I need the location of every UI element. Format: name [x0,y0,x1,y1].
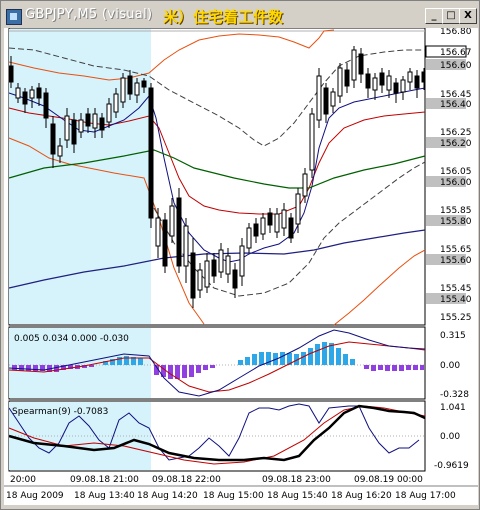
macd-panel[interactable]: 0.005 0.034 0.000 -0.030 [8,326,469,400]
time-label: 18 Aug 15:00 [203,491,264,501]
price-label-box [426,59,466,70]
price-label: 156.25 [440,128,472,138]
price-label: 155.45 [440,284,472,294]
chart-area[interactable]: 156.80 156.67 156.60 156.45 156.40 156.2… [4,27,478,505]
spearman-level: 1.041 [440,403,466,413]
spearman-indicator-label: Spearman(9) -0.7083 [12,407,108,417]
price-label-box [426,215,466,226]
price-label: 156.60 [440,61,472,71]
title-bar[interactable]: GBPJPY,M5 (visual) 米）住宅着工件数 _ □ X [3,3,477,29]
time-label: 18 Aug 13:40 [74,491,135,501]
slow-ma-line [8,149,426,189]
price-axis: 156.80 156.67 156.60 156.45 156.40 156.2… [425,27,472,323]
price-label-box [426,137,466,148]
price-label: 155.65 [440,245,472,255]
chart-window-icon[interactable] [6,9,22,25]
time-label: 09.08.18 22:00 [152,475,221,485]
price-label-box [426,176,466,187]
spearman-main-line [8,404,426,462]
price-label: 155.80 [440,217,472,227]
price-label-box [426,98,466,109]
candles-group[interactable] [8,46,426,308]
price-label: 156.80 [440,28,472,37]
spearman-fast-line [8,403,420,461]
lower-band-line [8,137,205,325]
time-label: 18 Aug 17:00 [395,491,456,501]
price-label: 156.40 [440,100,472,110]
price-label: 156.45 [440,90,472,100]
price-label-box [426,293,466,304]
upper-band-line [8,29,335,81]
price-label: 155.40 [440,295,472,305]
event-annotation-title: 米）住宅着工件数 [163,8,284,26]
macd-main-line [8,329,426,397]
spearman-highlight-zone [9,402,151,470]
macd-indicator-label: 0.005 0.034 0.000 -0.030 [14,334,129,344]
macd-level: -0.328 [440,390,469,400]
restore-button[interactable]: □ [442,8,460,24]
current-price-label: 156.67 [440,48,472,58]
minimize-button[interactable]: _ [425,8,443,24]
close-button[interactable]: X [459,8,477,24]
macd-histogram [12,342,424,379]
price-label: 156.00 [440,178,472,188]
fast-ma-line [8,87,426,263]
upper-dashed-line [8,47,425,147]
time-label: 09.08.19 00:00 [354,475,423,485]
time-axis: 20:00 09.08.18 21:00 09.08.18 22:00 09.0… [4,470,478,501]
price-label: 155.60 [440,256,472,266]
time-label: 18 Aug 15:40 [267,491,328,501]
price-label: 155.85 [440,206,472,216]
time-label: 09.08.18 21:00 [70,475,139,485]
price-label: 156.20 [440,139,472,149]
current-price-box [425,45,467,58]
middle-band-line [8,107,426,215]
spearman-level: -0.9619 [434,461,469,471]
macd-level: 0.00 [440,361,460,371]
time-label: 18 Aug 16:20 [331,491,392,501]
time-label: 18 Aug 2009 [6,491,64,501]
spearman-panel[interactable]: Spearman(9) -0.7083 1.041 0.00 -0.9619 [8,400,469,472]
lower-band-line-right [333,249,426,326]
price-label-box [426,254,466,265]
time-label: 09.08.18 23:00 [262,475,331,485]
chart-svg[interactable]: 156.80 156.67 156.60 156.45 156.40 156.2… [4,27,478,505]
window-title: GBPJPY,M5 (visual) [25,7,153,22]
price-label: 155.25 [440,313,472,323]
macd-level: 0.315 [440,331,466,341]
macd-signal-line [8,341,426,393]
spearman-level: 0.00 [440,432,460,442]
main-price-panel[interactable]: 156.80 156.67 156.60 156.45 156.40 156.2… [8,27,472,326]
time-label: 20:00 [10,475,36,485]
time-label: 18 Aug 14:20 [137,491,198,501]
price-label: 156.05 [440,167,472,177]
